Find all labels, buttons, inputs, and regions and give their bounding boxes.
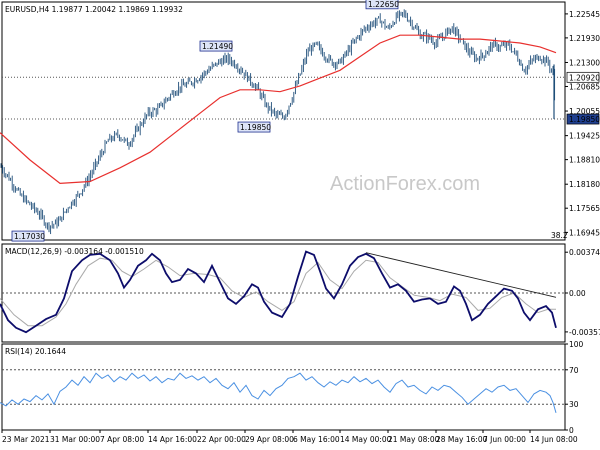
panel-frame-3 bbox=[1, 343, 566, 431]
macd-title: MACD(12,26,9) -0.003164 -0.001510 bbox=[5, 247, 144, 256]
price-annotation-box bbox=[11, 230, 45, 242]
x-tick-label: 23 Mar 2021 bbox=[2, 435, 50, 444]
price-level-box bbox=[566, 113, 600, 125]
price-level-label: 1.20920 bbox=[569, 73, 600, 82]
price-ytick-label: 1.21300 bbox=[569, 58, 600, 67]
rsi-ytick-label: 100 bbox=[569, 340, 584, 349]
x-tick-label: 14 Jun 08:00 bbox=[530, 435, 578, 444]
corner-label: 38.2 bbox=[551, 231, 568, 240]
price-level-box bbox=[566, 71, 600, 83]
rsi-title: RSI(14) 20.1644 bbox=[5, 347, 66, 356]
x-tick-label: 14 Apr 16:00 bbox=[148, 435, 197, 444]
price-ytick-label: 1.18810 bbox=[569, 156, 600, 165]
price-chart-title: EURUSD,H4 1.19877 1.20042 1.19869 1.1993… bbox=[5, 5, 183, 14]
macd-ytick-label: 0.00 bbox=[569, 289, 586, 298]
x-tick-label: 28 May 16:00 bbox=[436, 435, 488, 444]
price-ytick-label: 1.18180 bbox=[569, 180, 600, 189]
price-ytick-label: 1.21930 bbox=[569, 34, 600, 43]
x-tick-label: 7 Jun 00:00 bbox=[483, 435, 526, 444]
rsi-ytick-label: 0 bbox=[569, 426, 574, 435]
price-annotation-label: 1.19850 bbox=[240, 123, 271, 132]
x-tick-label: 29 Apr 08:00 bbox=[245, 435, 294, 444]
x-tick-label: 6 May 16:00 bbox=[293, 435, 340, 444]
panel-frame-1 bbox=[1, 1, 566, 241]
macd-line bbox=[0, 250, 557, 334]
macd-ytick-label: -0.003573 bbox=[569, 328, 600, 337]
price-annotation-box bbox=[365, 0, 399, 10]
price-ytick-label: 1.22545 bbox=[569, 10, 600, 19]
rsi-ytick-label: 70 bbox=[569, 366, 579, 375]
price-annotation-label: 1.21490 bbox=[202, 42, 233, 51]
price-ytick-label: 1.20055 bbox=[569, 107, 600, 116]
x-tick-label: 22 Apr 00:00 bbox=[197, 435, 246, 444]
price-annotation-box bbox=[237, 121, 271, 133]
price-ytick-label: 1.19425 bbox=[569, 132, 600, 141]
price-ytick-label: 1.16945 bbox=[569, 228, 600, 237]
price-annotation-box bbox=[199, 40, 233, 52]
price-ytick-label: 1.17565 bbox=[569, 204, 600, 213]
x-tick-label: 21 May 08:00 bbox=[388, 435, 440, 444]
macd-trendline bbox=[365, 252, 557, 298]
watermark: ActionForex.com bbox=[330, 173, 480, 195]
x-tick-label: 7 Apr 08:00 bbox=[100, 435, 144, 444]
price-annotation-label: 1.17030 bbox=[14, 232, 45, 241]
price-ytick-label: 1.20685 bbox=[569, 82, 600, 91]
rsi-line bbox=[0, 372, 557, 413]
x-tick-label: 14 May 00:00 bbox=[340, 435, 392, 444]
macd-ytick-label: 0.003747 bbox=[569, 248, 600, 257]
macd-signal-line bbox=[0, 257, 556, 327]
moving-average-line bbox=[0, 34, 557, 185]
price-level-label: 1.19850 bbox=[569, 115, 600, 124]
rsi-ytick-label: 30 bbox=[569, 400, 579, 409]
price-annotation-label: 1.22650 bbox=[368, 0, 399, 9]
x-tick-label: 31 Mar 00:00 bbox=[50, 435, 100, 444]
